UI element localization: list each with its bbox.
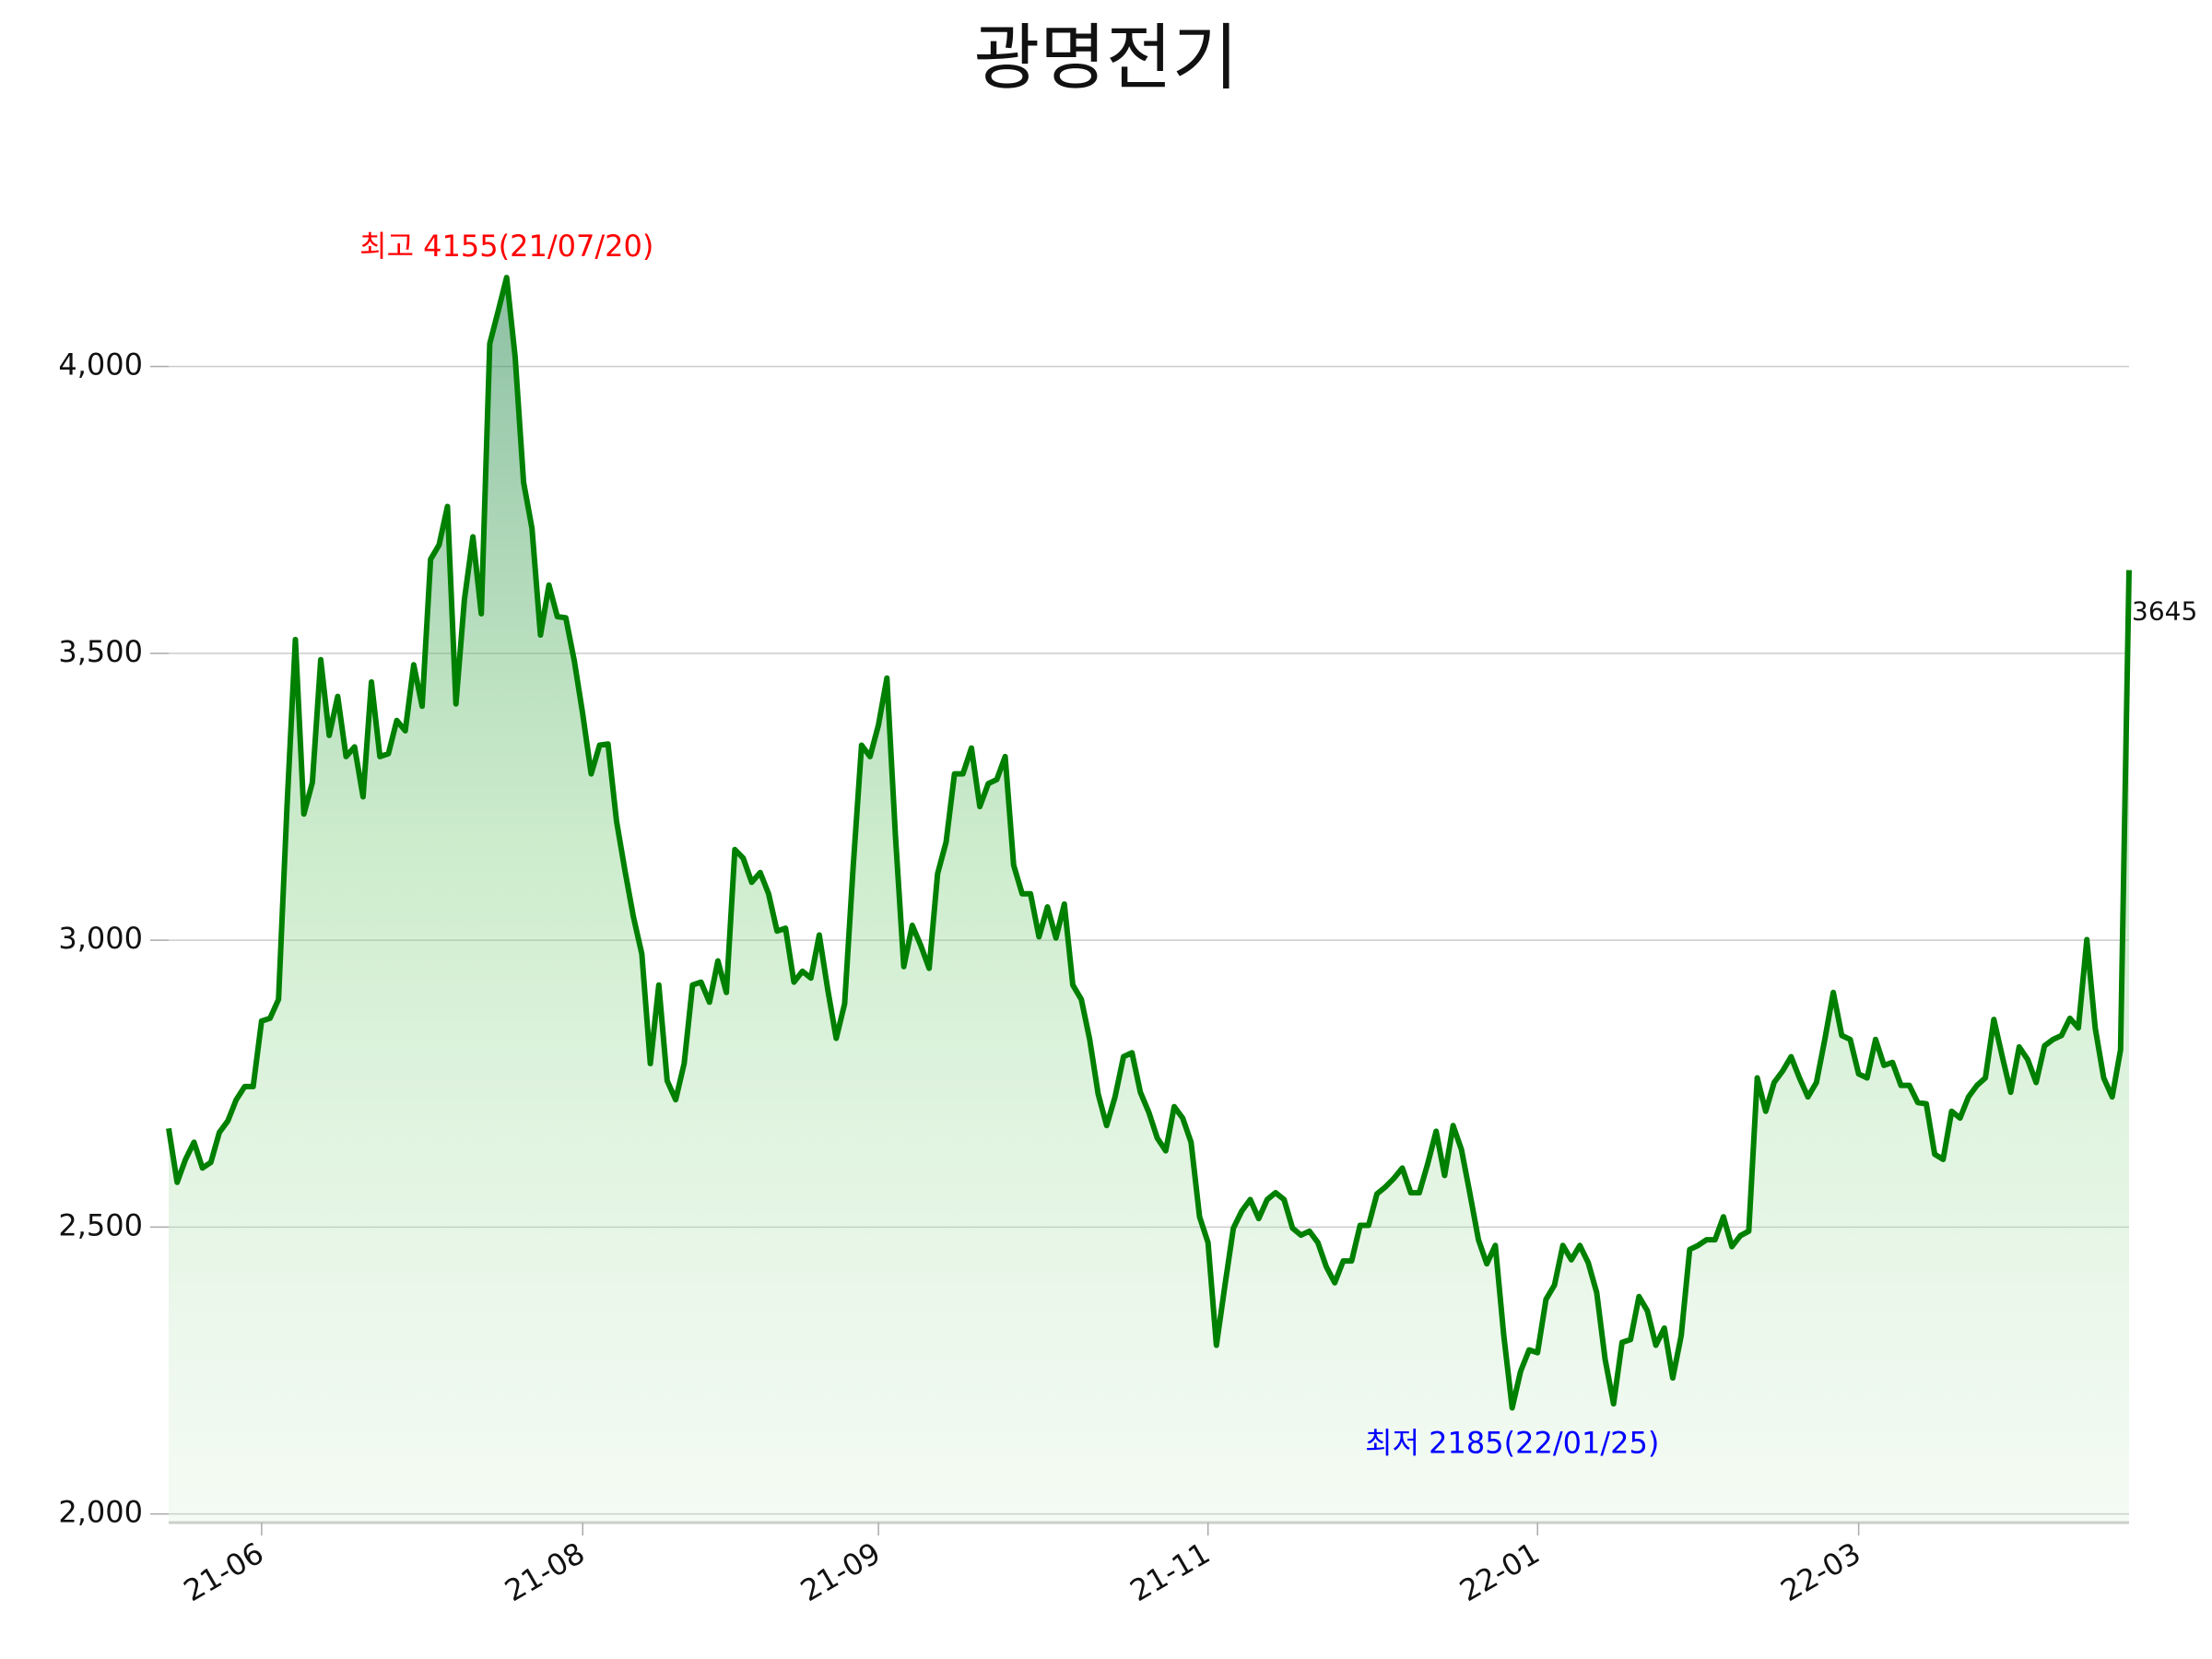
- y-tick-label: 3,000: [58, 921, 143, 956]
- x-tick-label: 21-09: [794, 1535, 887, 1608]
- y-tick-label: 4,000: [58, 347, 143, 382]
- chart-title: 광명전기: [973, 17, 1238, 100]
- x-tick-label: 21-11: [1124, 1535, 1217, 1608]
- low-annotation: 최저 2185(22/01/25): [1365, 1425, 1659, 1460]
- high-annotation: 최고 4155(21/07/20): [359, 229, 653, 264]
- y-tick-label: 2,000: [58, 1495, 143, 1530]
- area: [169, 277, 2129, 1524]
- x-tick-label: 21-08: [499, 1535, 591, 1608]
- x-tick-label: 21-06: [178, 1535, 270, 1608]
- x-tick-label: 22-03: [1775, 1535, 1867, 1608]
- x-tick-label: 22-01: [1453, 1535, 1546, 1608]
- y-tick-label: 2,500: [58, 1207, 143, 1242]
- last-value-label: 3645: [2132, 596, 2197, 627]
- line: [166, 275, 2132, 1411]
- y-tick-label: 3,500: [58, 634, 143, 669]
